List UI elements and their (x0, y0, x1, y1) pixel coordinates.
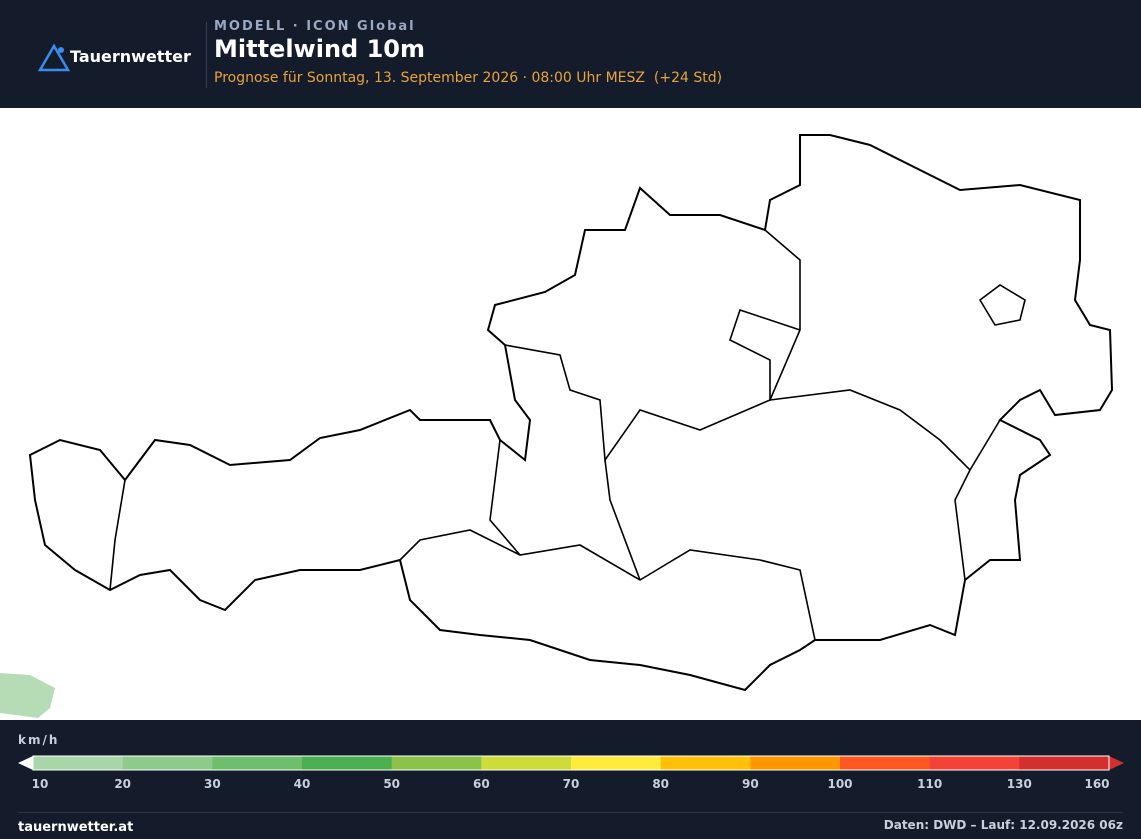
separator (206, 22, 207, 88)
color-segment (750, 756, 841, 770)
map (0, 134, 1114, 718)
color-segment (302, 756, 393, 770)
color-segment (840, 756, 931, 770)
color-segment (929, 756, 1020, 770)
color-segment (122, 756, 213, 770)
colorbar: 10 20 30 40 50 60 70 80 90 100 110 130 160 (18, 755, 1124, 791)
subtitle: Prognose für Sonntag, 13. September 2026… (214, 70, 723, 86)
color-segment (571, 756, 662, 770)
model-label: MODELL · ICON Global (214, 19, 416, 34)
tick-label: 50 (383, 777, 400, 791)
header: Tauernwetter MODELL · ICON Global Mittel… (0, 0, 1141, 108)
tick-label: 60 (473, 777, 490, 791)
divider (18, 812, 1123, 813)
borders (28, 134, 1114, 692)
tick-label: 160 (1084, 777, 1109, 791)
tick-label: 40 (294, 777, 311, 791)
tick-label: 80 (652, 777, 669, 791)
color-segment (660, 756, 751, 770)
brand: Tauernwetter (70, 47, 191, 66)
tick-label: 10 (32, 777, 49, 791)
tick-label: 130 (1007, 777, 1032, 791)
title: Mittelwind 10m (214, 35, 425, 63)
tick-label: 100 (827, 777, 852, 791)
footer: km/h 10 20 30 40 50 60 70 80 90 100 110 130 160 taue… (0, 720, 1141, 839)
color-segment (391, 756, 482, 770)
legend-unit: km/h (18, 733, 60, 747)
tick-label: 20 (114, 777, 131, 791)
logo-icon (38, 43, 70, 72)
tick-label: 110 (917, 777, 942, 791)
color-segment (1019, 756, 1110, 770)
wind-area (0, 673, 55, 718)
data-source: Daten: DWD – Lauf: 12.09.2026 06z (883, 818, 1123, 832)
tick-label: 30 (204, 777, 221, 791)
color-segment (212, 756, 303, 770)
tick-label: 70 (563, 777, 580, 791)
site: tauernwetter.at (18, 820, 134, 835)
tick-label: 90 (742, 777, 759, 791)
colorbar-frame (32, 755, 1110, 771)
arrow-low (18, 756, 33, 770)
arrow-high (1109, 756, 1124, 770)
color-segment (33, 756, 124, 770)
color-segment (481, 756, 572, 770)
